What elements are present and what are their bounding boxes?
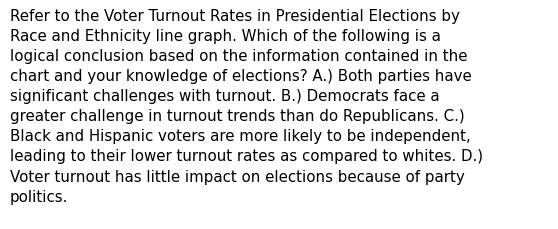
Text: Refer to the Voter Turnout Rates in Presidential Elections by
Race and Ethnicity: Refer to the Voter Turnout Rates in Pres… [10,9,483,204]
